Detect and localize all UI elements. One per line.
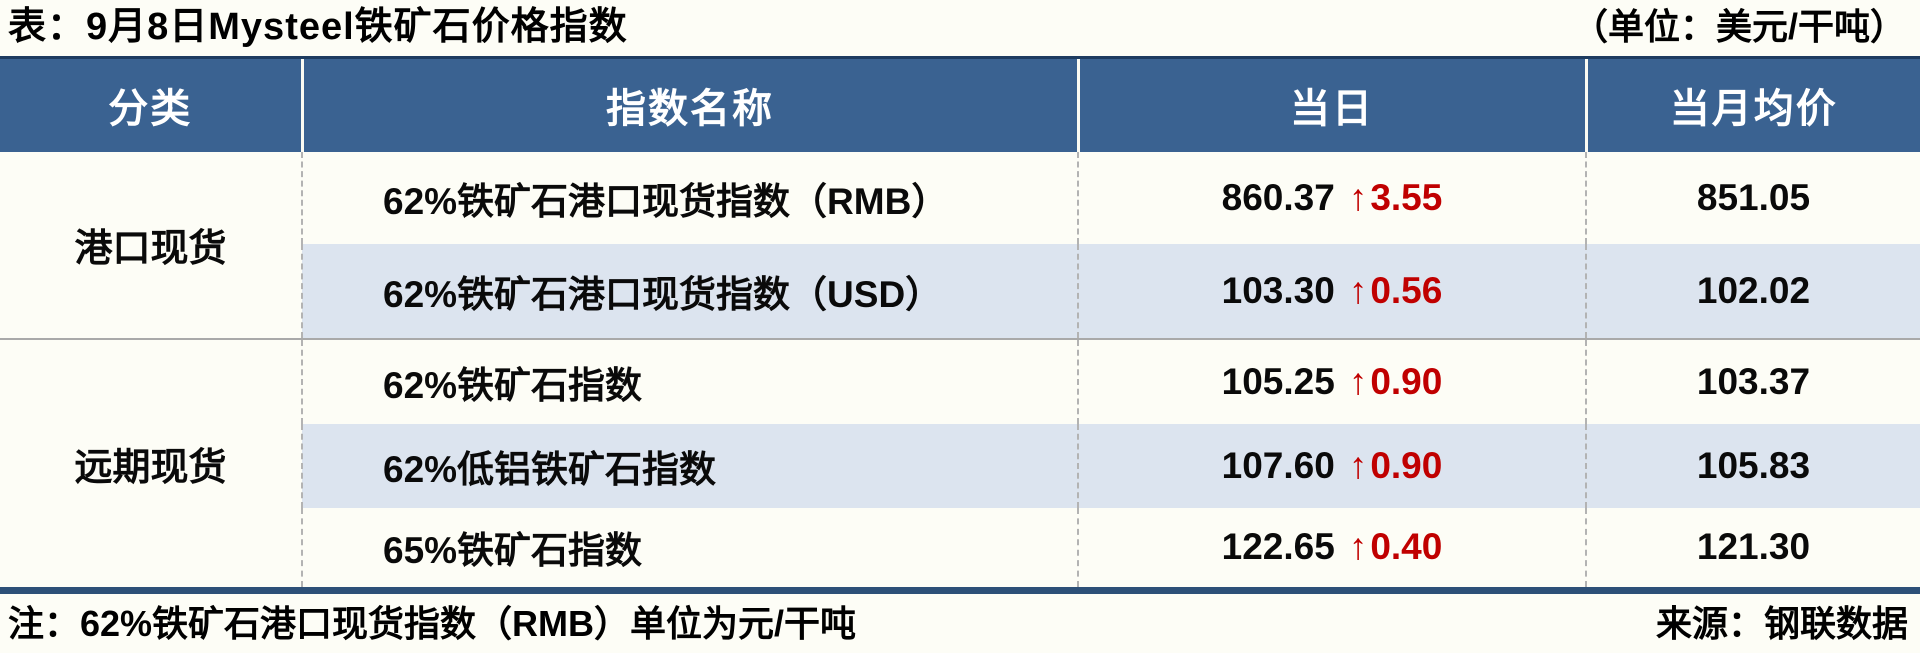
daily-value-cell: 107.60 ↑0.90 <box>1077 423 1586 508</box>
monthly-avg-cell: 851.05 <box>1585 151 1920 244</box>
daily-value-cell: 122.65 ↑0.40 <box>1077 507 1586 587</box>
daily-change-value: 0.90 <box>1370 360 1443 402</box>
header-row: 分类 指数名称 当日 当月均价 <box>0 56 1920 152</box>
up-arrow-icon: ↑ <box>1348 444 1368 486</box>
footer: 注：62%铁矿石港口现货指数（RMB）单位为元/干吨 来源：钢联数据 <box>0 594 1920 653</box>
daily-value: 103.30 <box>1221 269 1335 311</box>
daily-change: ↑0.90 <box>1349 361 1443 402</box>
daily-value-cell: 860.37 ↑3.55 <box>1077 151 1586 244</box>
monthly-avg-cell: 103.37 <box>1585 338 1920 424</box>
up-arrow-icon: ↑ <box>1348 526 1368 567</box>
footnote: 注：62%铁矿石港口现货指数（RMB）单位为元/干吨 <box>8 603 857 644</box>
index-name-cell: 65%铁矿石指数 <box>301 507 1078 587</box>
table-row-rmb: 港口现货 62%铁矿石港口现货指数（RMB） 860.37 ↑3.55 851.0… <box>0 151 1920 340</box>
price-index-table: 分类 指数名称 当日 当月均价 港口现货 62%铁矿石港口现货指数（RMB） 8… <box>0 56 1920 587</box>
up-arrow-icon: ↑ <box>1348 176 1368 218</box>
table-row-62-low-al: 62%低铝铁矿石指数 107.60 ↑0.90 105.83 <box>0 423 1920 508</box>
daily-change: ↑0.90 <box>1349 445 1443 486</box>
daily-value-cell: 103.30 ↑0.56 <box>1077 243 1586 340</box>
index-name-cell: 62%铁矿石港口现货指数（RMB） <box>301 151 1078 244</box>
daily-change: ↑0.40 <box>1349 526 1443 567</box>
daily-value: 107.60 <box>1221 444 1335 486</box>
header-index-name: 指数名称 <box>300 56 1078 152</box>
header-monthly-avg: 当月均价 <box>1584 56 1920 152</box>
table-row-62-index: 远期现货 62%铁矿石指数 105.25 ↑0.90 103.37 <box>0 338 1920 587</box>
up-arrow-icon: ↑ <box>1348 360 1368 402</box>
title-bar: 表：9月8日Mysteel铁矿石价格指数 （单位：美元/干吨） <box>0 0 1920 56</box>
daily-change: ↑3.55 <box>1349 177 1443 218</box>
index-name-cell: 62%铁矿石港口现货指数（USD） <box>301 243 1078 340</box>
header-category: 分类 <box>0 56 302 152</box>
category-cell-port-spot: 港口现货 <box>0 151 302 340</box>
daily-change-value: 0.40 <box>1370 526 1443 567</box>
bottom-rule <box>0 586 1920 594</box>
table-title: 表：9月8日Mysteel铁矿石价格指数 <box>8 6 628 48</box>
header-daily: 当日 <box>1076 56 1586 152</box>
monthly-avg-cell: 105.83 <box>1585 423 1920 508</box>
source-label: 来源：钢联数据 <box>1655 603 1908 644</box>
table-row-usd: 62%铁矿石港口现货指数（USD） 103.30 ↑0.56 102.02 <box>0 243 1920 340</box>
daily-change: ↑0.56 <box>1349 270 1443 311</box>
daily-change-value: 3.55 <box>1370 176 1443 218</box>
up-arrow-icon: ↑ <box>1348 269 1368 311</box>
index-name-cell: 62%铁矿石指数 <box>301 338 1078 424</box>
daily-value: 122.65 <box>1221 526 1335 567</box>
monthly-avg-cell: 102.02 <box>1585 243 1920 340</box>
category-cell-forward-spot: 远期现货 <box>0 338 302 587</box>
daily-value: 860.37 <box>1221 176 1335 218</box>
daily-change-value: 0.56 <box>1370 269 1443 311</box>
unit-label: （单位：美元/干吨） <box>1571 6 1906 47</box>
monthly-avg-cell: 121.30 <box>1585 507 1920 587</box>
daily-value-cell: 105.25 ↑0.90 <box>1077 338 1586 424</box>
index-name-cell: 62%低铝铁矿石指数 <box>301 423 1078 508</box>
table-row-65-index: 65%铁矿石指数 122.65 ↑0.40 121.30 <box>0 507 1920 587</box>
daily-change-value: 0.90 <box>1370 444 1443 486</box>
daily-value: 105.25 <box>1221 360 1335 402</box>
